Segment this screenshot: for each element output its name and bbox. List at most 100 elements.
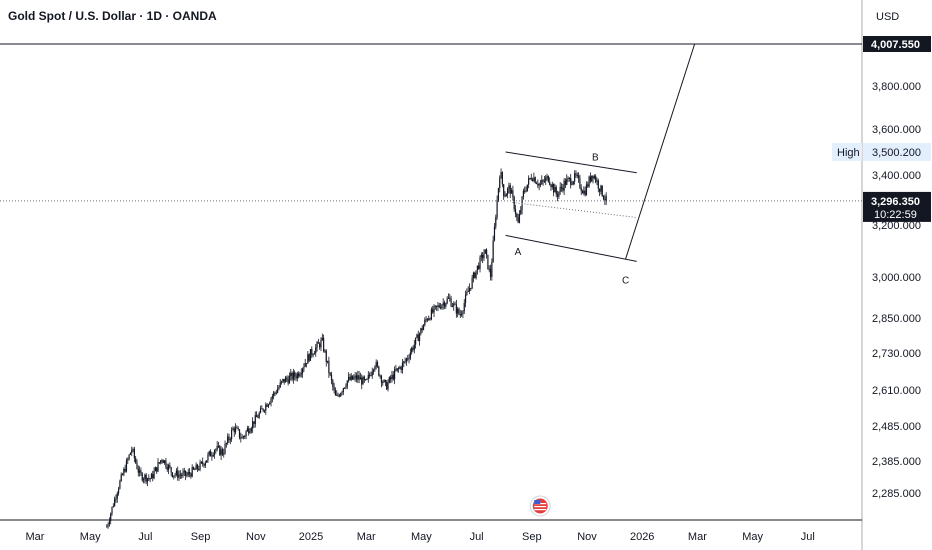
candle-body xyxy=(441,304,443,309)
candle-body xyxy=(216,445,218,450)
price-tick-label: 2,730.000 xyxy=(872,348,921,360)
candle-body xyxy=(361,377,363,385)
candle-body xyxy=(108,521,110,525)
candle-body xyxy=(564,180,567,185)
candle-body xyxy=(509,185,511,194)
drawings-layer[interactable]: A B C xyxy=(0,43,862,287)
candle-body xyxy=(326,360,329,362)
candle-body xyxy=(279,382,281,388)
candle-body xyxy=(131,450,133,453)
candle-body xyxy=(583,190,585,194)
wave-c-projection-line[interactable] xyxy=(625,43,696,259)
candle-body xyxy=(553,184,555,193)
candle-body xyxy=(286,377,288,380)
candle-body xyxy=(421,328,423,331)
candle-body xyxy=(600,185,602,192)
candle-body xyxy=(158,462,160,464)
candle-body xyxy=(149,478,151,480)
candle-body xyxy=(495,217,497,227)
candle-body xyxy=(342,388,344,392)
candle-body xyxy=(479,257,481,269)
candle-body xyxy=(182,472,184,476)
chart-title[interactable]: Gold Spot / U.S. Dollar · 1D · OANDA xyxy=(8,9,217,23)
candle-body xyxy=(162,460,164,464)
candle-body xyxy=(271,396,273,399)
price-tick-label: 2,850.000 xyxy=(872,313,921,325)
candle-body xyxy=(267,404,270,407)
candle-body xyxy=(422,325,425,331)
candle-body xyxy=(484,249,486,254)
candle-body xyxy=(467,290,469,293)
candle-body xyxy=(475,270,477,278)
candle-body xyxy=(349,376,351,380)
wave-label-b[interactable]: B xyxy=(592,153,599,164)
time-axis[interactable]: Mar May Jul Sep Nov 2025 Mar May Jul Sep Nov 2026 Ma… xyxy=(26,531,815,543)
candle-body xyxy=(288,376,291,384)
candle-body xyxy=(425,319,427,321)
time-tick-label: Nov xyxy=(246,531,266,543)
candle-body xyxy=(501,172,503,185)
candle-body xyxy=(522,190,524,197)
candle-body xyxy=(161,460,163,462)
candle-body xyxy=(263,410,266,412)
price-axis[interactable]: 3,800.000 3,600.000 3,400.000 3,200.000 3,00… xyxy=(872,81,921,500)
wave-label-c[interactable]: C xyxy=(622,276,629,287)
candle-body xyxy=(330,374,333,381)
candle-body xyxy=(362,376,364,385)
candle-body xyxy=(485,249,488,255)
candle-body xyxy=(206,460,208,463)
wave-label-a[interactable]: A xyxy=(515,247,522,258)
candle-body xyxy=(525,190,527,192)
candle-body xyxy=(547,176,549,182)
candle-body xyxy=(211,455,213,457)
candle-body xyxy=(367,374,369,379)
candle-body xyxy=(135,458,137,463)
candle-body xyxy=(386,382,388,390)
candle-body xyxy=(470,287,472,289)
candle-body xyxy=(430,309,432,320)
candle-body xyxy=(328,360,330,374)
candle-body xyxy=(192,467,195,470)
candle-body xyxy=(587,184,589,187)
candle-body xyxy=(177,470,179,478)
candle-body xyxy=(443,302,446,307)
candle-body xyxy=(554,187,556,193)
candle-body xyxy=(346,380,348,387)
candle-body xyxy=(399,367,401,369)
candle-body xyxy=(183,470,185,473)
candle-body xyxy=(458,308,460,315)
candle-body xyxy=(531,179,534,181)
candle-body xyxy=(450,298,452,307)
candle-body xyxy=(416,334,418,338)
currency-selector[interactable]: USD xyxy=(876,11,900,23)
candle-body xyxy=(599,188,601,192)
candle-body xyxy=(199,462,201,470)
candle-body xyxy=(317,342,319,344)
candle-body xyxy=(283,378,285,383)
channel-midline[interactable] xyxy=(512,202,637,218)
candle-body xyxy=(160,460,162,463)
candle-body xyxy=(299,374,301,377)
candle-body xyxy=(291,372,293,380)
channel-upper-line[interactable] xyxy=(505,151,637,174)
candle-body xyxy=(424,319,426,326)
candle-body xyxy=(512,190,514,197)
target-price-tag xyxy=(863,36,931,52)
candle-body xyxy=(269,402,271,405)
high-price-text: 3,500.200 xyxy=(872,147,921,159)
price-tick-label: 2,610.000 xyxy=(872,385,921,397)
candle-body xyxy=(123,468,125,475)
candle-body xyxy=(393,369,396,380)
candle-body xyxy=(601,185,603,197)
channel-lower-line[interactable] xyxy=(505,234,637,262)
us-flag-event-icon[interactable] xyxy=(529,495,551,517)
candle-body xyxy=(171,472,174,477)
candle-body xyxy=(584,190,586,196)
candle-body xyxy=(125,460,128,472)
candle-body xyxy=(265,404,267,411)
candle-body xyxy=(474,272,476,278)
candle-body xyxy=(589,176,592,182)
